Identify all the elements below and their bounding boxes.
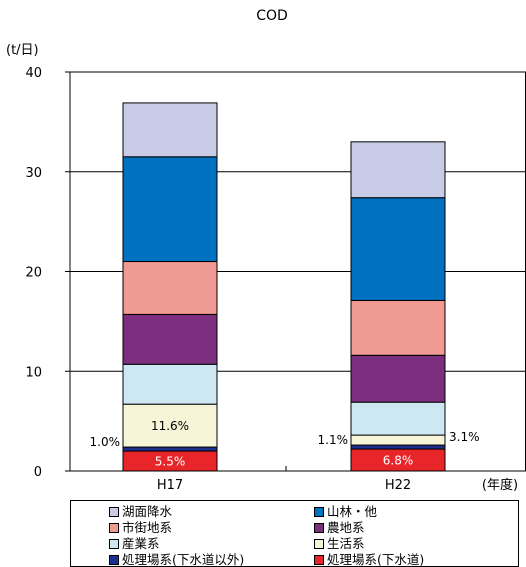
y-tick-label: 20 xyxy=(25,266,42,281)
data-label: 1.1% xyxy=(318,433,349,447)
legend-item: 処理場系(下水道) xyxy=(314,552,424,567)
y-tick-label: 0 xyxy=(34,465,42,480)
legend-label: 山林・他 xyxy=(327,504,378,519)
bar-segment xyxy=(350,299,446,356)
bars xyxy=(122,102,446,472)
data-label: 11.6% xyxy=(151,419,189,433)
legend-item: 農地系 xyxy=(314,520,365,535)
data-label: 1.0% xyxy=(90,435,121,449)
legend: 湖面降水 山林・他市街地系 農地系産業系 生活系処理場系(下水道以外) 処理場系(下水道… xyxy=(70,500,519,567)
bar-segment xyxy=(350,401,446,436)
axes: 0 10 20 30 40 H17 H22 xyxy=(25,66,526,493)
y-tick-label: 10 xyxy=(25,365,42,380)
x-axis-label: (年度) xyxy=(482,477,518,493)
data-label: 6.8% xyxy=(383,454,414,468)
legend-item: 処理場系(下水道以外) xyxy=(109,552,244,567)
x-tick-label: H22 xyxy=(385,478,411,493)
legend-item: 市街地系 xyxy=(109,520,172,535)
bar-segment xyxy=(350,354,446,403)
legend-label: 農地系 xyxy=(327,520,365,535)
x-tick-label: H17 xyxy=(157,478,183,493)
legend-swatch xyxy=(109,507,119,517)
chart-title: COD xyxy=(256,8,288,24)
legend-swatch xyxy=(109,539,119,549)
legend-item: 湖面降水 xyxy=(109,504,172,519)
legend-label: 湖面降水 xyxy=(122,504,173,519)
data-labels: 5.5% 1.0% 11.6% 6.8% 1.1% 3.1% xyxy=(90,419,480,468)
legend-label: 市街地系 xyxy=(122,520,173,535)
y-axis-label: (t/日) xyxy=(6,43,39,58)
legend-item: 産業系 xyxy=(109,536,160,551)
legend-label: 処理場系(下水道) xyxy=(327,552,425,567)
bar-segment xyxy=(122,403,218,448)
legend-swatch xyxy=(109,523,119,533)
bar-segment xyxy=(350,444,446,450)
bar-segment xyxy=(122,261,218,315)
bar-segment xyxy=(122,446,218,452)
legend-label: 処理場系(下水道以外) xyxy=(122,552,245,567)
legend-swatch xyxy=(314,507,324,517)
legend-swatch xyxy=(314,555,324,565)
bar-segment xyxy=(350,141,446,199)
legend-label: 生活系 xyxy=(327,536,365,551)
data-label: 5.5% xyxy=(155,455,186,469)
legend-swatch xyxy=(109,555,119,565)
bar-segment xyxy=(122,102,218,158)
y-tick-label: 30 xyxy=(25,166,42,181)
bar-segment xyxy=(122,313,218,365)
cod-stacked-bar-chart: COD (t/日) (年度) 0 10 20 30 40 H17 H22 5.5% 1.0% 1… xyxy=(6,8,526,493)
bar-segment xyxy=(350,197,446,301)
legend-item: 山林・他 xyxy=(314,504,377,519)
legend-label: 産業系 xyxy=(122,536,160,551)
legend-swatch xyxy=(314,539,324,549)
y-tick-label: 40 xyxy=(25,66,42,81)
legend-item: 生活系 xyxy=(314,536,365,551)
bar-segment xyxy=(122,156,218,263)
bar-segment xyxy=(350,434,446,446)
bar-segment xyxy=(122,363,218,405)
legend-swatch xyxy=(314,523,324,533)
data-label: 3.1% xyxy=(449,430,480,444)
